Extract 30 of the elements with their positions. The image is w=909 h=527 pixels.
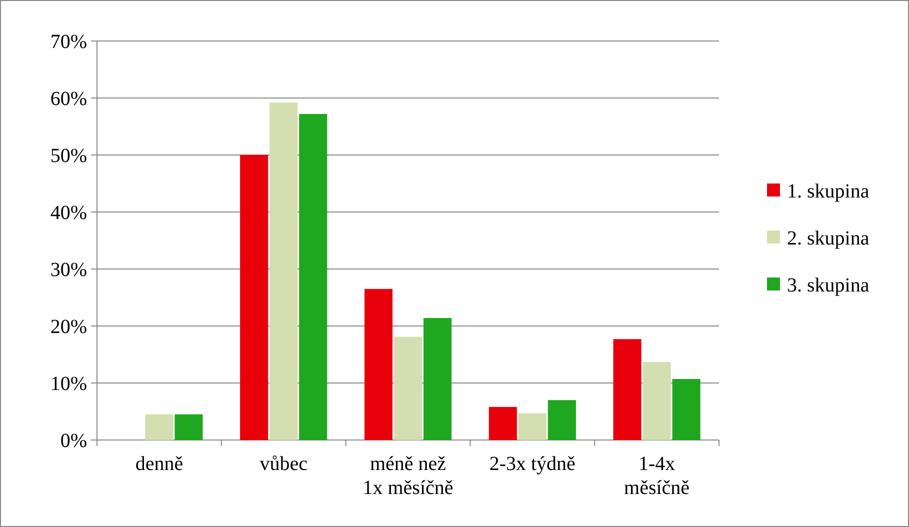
bar: [240, 155, 268, 440]
y-tick-label: 60%: [50, 88, 87, 110]
legend-label: 2. skupina: [787, 228, 870, 250]
bar: [364, 288, 393, 440]
bar: [518, 413, 546, 440]
bar: [642, 362, 671, 440]
bar: [270, 102, 298, 440]
bar: [145, 414, 174, 440]
bar: [548, 400, 576, 440]
legend-label: 1. skupina: [787, 180, 870, 202]
bar: [174, 414, 203, 440]
y-tick-label: 0%: [60, 430, 87, 452]
y-tick-label: 30%: [50, 259, 87, 281]
y-tick-label: 40%: [50, 202, 87, 224]
bar: [672, 379, 700, 440]
bar: [423, 318, 452, 440]
y-tick-label: 10%: [50, 373, 87, 395]
x-tick-label: vůbec: [260, 453, 308, 475]
y-tick-label: 20%: [50, 316, 87, 338]
legend-label: 3. skupina: [787, 274, 870, 296]
x-tick-label: 2-3x týdně: [489, 453, 576, 475]
bar: [613, 339, 642, 440]
bar: [488, 406, 517, 440]
x-tick-label: denně: [135, 453, 184, 475]
y-tick-label: 50%: [50, 145, 87, 167]
y-tick-label: 70%: [50, 31, 87, 53]
bar: [299, 114, 328, 440]
x-tick-label: 1-4x měsíčně: [624, 453, 690, 499]
bar: [394, 336, 422, 440]
x-tick-label: méně než 1x měsíčně: [362, 453, 454, 499]
